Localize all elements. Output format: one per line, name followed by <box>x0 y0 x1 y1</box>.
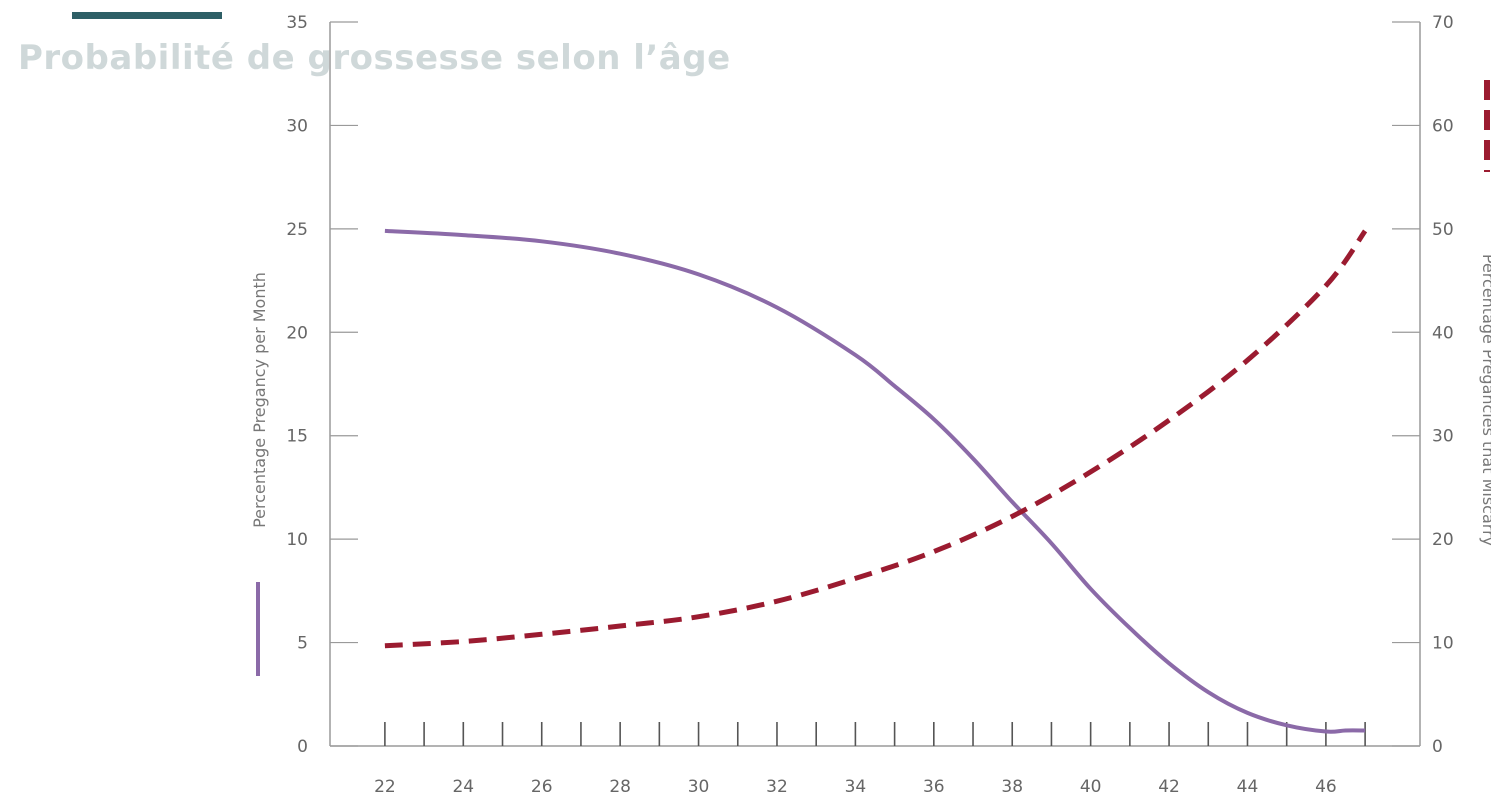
series <box>384 228 1368 734</box>
y-tick-label: 35 <box>286 13 308 33</box>
y2-tick-label: 30 <box>1432 427 1454 447</box>
y-tick-label: 20 <box>286 323 308 343</box>
x-tick-label: 40 <box>1080 777 1102 797</box>
x-tick-label: 36 <box>923 777 945 797</box>
title-accent-bar <box>72 12 222 19</box>
y-axis-label: Percentage Pregancy per Month <box>250 272 269 528</box>
y2-tick-label: 50 <box>1432 220 1454 240</box>
y2-tick-label: 40 <box>1432 323 1454 343</box>
y-tick-label: 15 <box>286 427 308 447</box>
y2-tick-label: 10 <box>1432 634 1454 654</box>
y-tick-label: 0 <box>297 737 308 757</box>
x-tick-label: 22 <box>374 777 396 797</box>
y-tick-label: 5 <box>297 634 308 654</box>
x-tick-label: 46 <box>1315 777 1337 797</box>
pregnancy-line <box>384 228 1366 734</box>
page-title: Probabilité de grossesse selon l’âge <box>18 38 731 78</box>
x-tick-label: 38 <box>1001 777 1023 797</box>
y-tick-label: 10 <box>286 530 308 550</box>
y2-tick-label: 70 <box>1432 13 1454 33</box>
x-tick-label: 26 <box>531 777 553 797</box>
x-tick-label: 30 <box>688 777 710 797</box>
y-tick-label: 30 <box>286 116 308 136</box>
x-tick-label: 32 <box>766 777 788 797</box>
x-tick-label: 42 <box>1158 777 1180 797</box>
x-tick-label: 24 <box>452 777 474 797</box>
y2-axis-label: Percentage Pregancies that Miscarry <box>1479 254 1491 546</box>
x-tick-label: 28 <box>609 777 631 797</box>
miscarriage-line <box>384 229 1368 649</box>
y2-tick-label: 0 <box>1432 737 1443 757</box>
y-tick-label: 25 <box>286 220 308 240</box>
y2-tick-label: 20 <box>1432 530 1454 550</box>
axes: 0 5 10 15 20 25 30 35 0 10 20 30 40 50 60 70 22 24 26 28 30 3… <box>286 13 1453 797</box>
x-tick-label: 34 <box>845 777 867 797</box>
x-tick-label: 44 <box>1237 777 1259 797</box>
y2-tick-label: 60 <box>1432 116 1454 136</box>
